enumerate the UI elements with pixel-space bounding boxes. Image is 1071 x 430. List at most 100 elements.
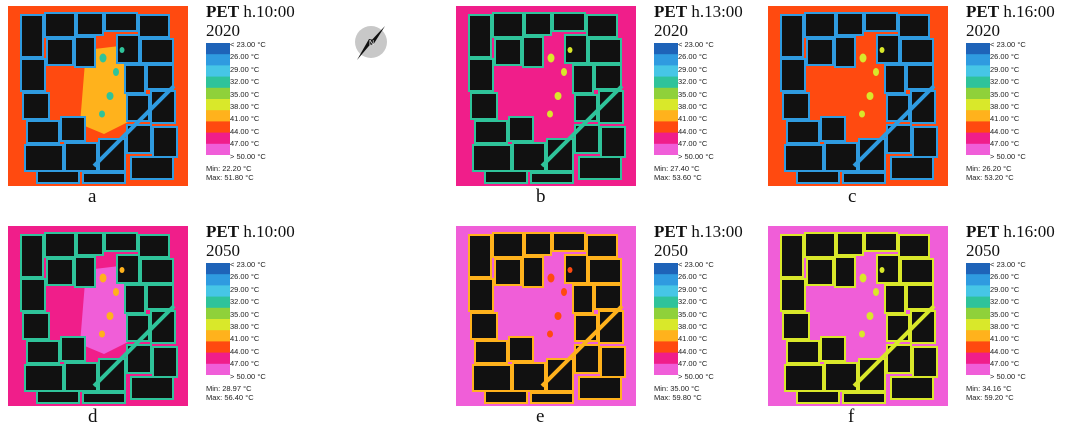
legend-swatch bbox=[654, 87, 678, 100]
panel-title-variable: PET bbox=[966, 222, 1000, 241]
building-block bbox=[106, 14, 136, 30]
legend-tick-label: 44.00 °C bbox=[678, 346, 708, 356]
legend-tick-label: 32.00 °C bbox=[990, 297, 1020, 307]
building-block bbox=[28, 122, 58, 142]
legend-swatch bbox=[966, 43, 990, 55]
legend-swatch bbox=[966, 285, 990, 298]
building-block bbox=[784, 94, 808, 118]
legend-swatch bbox=[966, 330, 990, 342]
building-block bbox=[524, 258, 542, 286]
building-block bbox=[514, 364, 544, 390]
building-block bbox=[142, 260, 172, 282]
legend-swatch bbox=[206, 143, 230, 155]
building-block bbox=[554, 14, 584, 30]
tree-canopy-spot bbox=[567, 47, 573, 53]
min-value-label: Min: 26.20 °C bbox=[966, 164, 1012, 173]
legend-swatch bbox=[654, 285, 678, 298]
legend-swatch bbox=[966, 76, 990, 89]
building-block bbox=[782, 60, 804, 90]
panel-year: 2050 bbox=[654, 241, 688, 260]
building-block bbox=[590, 40, 620, 62]
building-block bbox=[66, 364, 96, 390]
legend-tick-label: 29.00 °C bbox=[678, 64, 708, 74]
tree-canopy-spot bbox=[859, 273, 867, 283]
max-value-label: Max: 59.80 °C bbox=[654, 393, 702, 402]
building-block bbox=[576, 126, 598, 152]
min-max-stats: Min: 28.97 °C Max: 56.40 °C bbox=[206, 384, 254, 402]
legend-tick-label: 26.00 °C bbox=[990, 272, 1020, 282]
legend-tick-label: 41.00 °C bbox=[990, 114, 1020, 124]
legend-tick-label: 44.00 °C bbox=[678, 126, 708, 136]
legend-color-bar bbox=[654, 263, 678, 375]
legend-tick-label: 38.00 °C bbox=[678, 322, 708, 331]
legend-tick-label: > 50.00 °C bbox=[990, 371, 1026, 381]
building-block bbox=[878, 256, 898, 282]
legend-swatch bbox=[206, 319, 230, 331]
legend-swatch bbox=[966, 65, 990, 78]
building-block bbox=[118, 36, 138, 62]
compass-north-arrow-icon: N bbox=[349, 20, 393, 64]
legend-swatch bbox=[654, 296, 678, 309]
legend-tick-label: 29.00 °C bbox=[230, 64, 260, 74]
building-block bbox=[152, 312, 174, 342]
legend-tick-label: 35.00 °C bbox=[678, 89, 708, 99]
pet-map-area bbox=[768, 226, 948, 406]
tree-canopy-spot bbox=[106, 312, 114, 320]
legend-tick-label: 44.00 °C bbox=[990, 346, 1020, 356]
legend-swatch bbox=[966, 352, 990, 365]
building-block bbox=[886, 66, 904, 92]
legend-tick-label: 41.00 °C bbox=[230, 114, 260, 124]
legend-tick-label: 35.00 °C bbox=[990, 89, 1020, 99]
legend-swatch bbox=[654, 143, 678, 155]
pet-heatmap bbox=[456, 6, 636, 186]
legend-tick-label: 29.00 °C bbox=[678, 284, 708, 294]
pet-legend: < 23.00 °C 26.00 °C 29.00 °C 32.00 °C 35.00 … bbox=[966, 40, 1046, 161]
building-block bbox=[510, 118, 532, 140]
tree-canopy-spot bbox=[547, 273, 555, 283]
building-block bbox=[76, 38, 94, 66]
legend-swatch bbox=[654, 65, 678, 78]
tree-canopy-spot bbox=[99, 273, 107, 283]
building-block bbox=[514, 144, 544, 170]
building-block bbox=[140, 16, 168, 36]
legend-tick-label: 26.00 °C bbox=[230, 272, 260, 282]
legend-tick-label: 38.00 °C bbox=[990, 102, 1020, 111]
building-block bbox=[900, 16, 928, 36]
building-block bbox=[808, 260, 832, 284]
legend-tick-label: 47.00 °C bbox=[990, 359, 1020, 369]
building-block bbox=[154, 128, 176, 156]
building-block bbox=[532, 394, 572, 402]
legend-tick-label: > 50.00 °C bbox=[230, 151, 266, 161]
tree-canopy-spot bbox=[873, 68, 879, 76]
building-block bbox=[470, 60, 492, 90]
max-value-label: Max: 51.80 °C bbox=[206, 173, 254, 182]
tree-canopy-spot bbox=[859, 330, 865, 338]
pet-panel-d: PET h.10:00 2050 < 23.00 °C 26.00 °C 29.00 °… bbox=[0, 220, 300, 430]
diagonal-street bbox=[92, 304, 176, 388]
building-block bbox=[62, 338, 84, 360]
building-block bbox=[596, 286, 620, 308]
tree-canopy-spot bbox=[554, 312, 562, 320]
building-block bbox=[836, 38, 854, 66]
legend-tick-label: 26.00 °C bbox=[990, 52, 1020, 62]
building-block bbox=[486, 172, 526, 182]
max-value-label: Max: 53.20 °C bbox=[966, 173, 1014, 182]
panel-year: 2020 bbox=[206, 21, 240, 40]
building-block bbox=[902, 40, 932, 62]
building-block bbox=[126, 286, 144, 312]
pet-legend: < 23.00 °C 26.00 °C 29.00 °C 32.00 °C 35.00 … bbox=[654, 40, 734, 161]
legend-tick-label: 26.00 °C bbox=[678, 272, 708, 282]
building-block bbox=[786, 146, 822, 170]
pet-map-area bbox=[8, 6, 188, 186]
min-max-stats: Min: 26.20 °C Max: 53.20 °C bbox=[966, 164, 1014, 182]
legend-swatch bbox=[206, 263, 230, 275]
legend-tick-label: 41.00 °C bbox=[678, 334, 708, 344]
legend-swatch bbox=[654, 352, 678, 365]
pet-panel-c: PET h.16:00 2020 < 23.00 °C 26.00 °C 29.00 °… bbox=[760, 0, 1060, 210]
legend-swatch bbox=[966, 296, 990, 309]
legend-tick-label: 47.00 °C bbox=[678, 139, 708, 149]
tree-canopy-spot bbox=[547, 53, 555, 63]
pet-heatmap bbox=[8, 6, 188, 186]
legend-tick-label: < 23.00 °C bbox=[678, 260, 714, 269]
building-block bbox=[76, 258, 94, 286]
